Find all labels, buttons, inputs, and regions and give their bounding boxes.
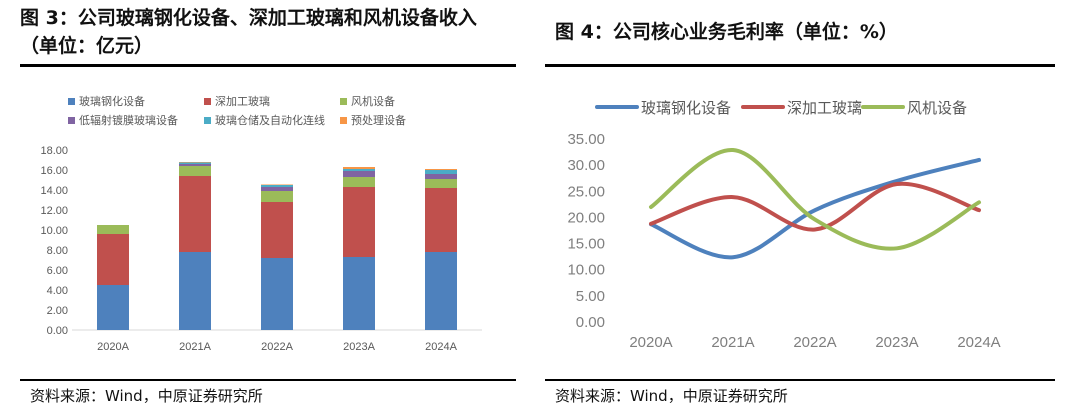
bottom-rule [545,379,1055,381]
x-tick-label: 2024A [957,334,1000,351]
margin-figure-title: 图 4：公司核心业务毛利率（单位：%） [555,21,898,43]
series-line [649,157,981,260]
bar-segment [343,187,375,257]
x-tick-label: 2022A [261,341,293,353]
legend-swatch [340,98,347,105]
y-tick-label: 0.00 [47,325,68,337]
x-tick-label: 2021A [711,334,754,351]
legend-label: 风机设备 [351,94,395,108]
bar-segment [343,177,375,187]
y-tick-label: 4.00 [47,285,68,297]
legend-swatch [68,98,75,105]
legend-label: 玻璃钢化设备 [79,94,145,108]
legend-label: 风机设备 [907,99,967,117]
bar-segment [97,285,129,330]
y-tick-label: 15.00 [567,236,605,253]
legend-label: 预处理设备 [351,113,406,127]
y-tick-label: 2.00 [47,305,68,317]
bar-segment [179,166,211,176]
y-tick-label: 14.00 [40,185,68,197]
y-tick-label: 18.00 [40,145,68,157]
bar-segment [97,225,129,234]
y-tick-label: 5.00 [576,288,605,305]
x-tick-label: 2024A [425,341,457,353]
bar-segment [261,258,293,330]
revenue-figure-title: 图 3：公司玻璃钢化设备、深加工玻璃和风机设备收入 （单位：亿元） [20,4,515,60]
legend-label: 深加工玻璃 [215,94,270,108]
x-tick-label: 2021A [179,341,211,353]
bar-segment [261,202,293,258]
x-tick-label: 2023A [875,334,918,351]
x-tick-label: 2023A [343,341,375,353]
legend-label: 玻璃钢化设备 [641,99,731,117]
y-tick-label: 0.00 [576,314,605,331]
bar-segment [179,162,211,163]
bar-segment [425,169,457,170]
series-line [649,148,981,251]
bar-segment [343,257,375,330]
bar-segment [425,179,457,188]
legend-label: 低辐射镀膜玻璃设备 [79,113,178,127]
bar-segment [425,188,457,252]
bar-segment [261,185,293,187]
x-tick-label: 2020A [629,334,672,351]
y-tick-label: 25.00 [567,183,605,200]
y-tick-label: 8.00 [47,245,68,257]
legend-swatch [204,98,211,105]
y-tick-label: 35.00 [567,131,605,148]
bottom-rule [20,379,516,381]
y-tick-label: 12.00 [40,205,68,217]
y-tick-label: 20.00 [567,209,605,226]
y-tick-label: 16.00 [40,165,68,177]
revenue-source-note: 资料来源：Wind，中原证券研究所 [30,387,263,405]
bar-segment [179,252,211,330]
y-tick-label: 30.00 [567,157,605,174]
y-tick-label: 10.00 [40,225,68,237]
bar-segment [343,167,375,169]
revenue-figure-panel: 图 3：公司玻璃钢化设备、深加工玻璃和风机设备收入 （单位：亿元） 玻璃钢化设备… [0,0,520,412]
series-line [649,181,981,232]
bar-segment [425,174,457,179]
margin-figure-panel: 图 4：公司核心业务毛利率（单位：%） 玻璃钢化设备 深加工玻璃 风机设备 0.00 5… [545,0,1079,412]
legend-swatch [68,117,75,124]
legend-label: 深加工玻璃 [787,99,862,117]
bar-segment [343,171,375,177]
y-tick-label: 10.00 [567,262,605,279]
bar-segment [179,164,211,166]
bar-segment [97,234,129,285]
revenue-figure-title-line2: （单位：亿元） [20,35,154,57]
x-tick-label: 2020A [97,341,129,353]
bar-segment [179,176,211,252]
bar-segment [343,169,375,171]
bar-segment [261,187,293,191]
legend-swatch [340,117,347,124]
top-rule [545,64,1055,67]
bar-segment [261,184,293,185]
x-tick-label: 2022A [793,334,836,351]
legend-swatch [204,117,211,124]
legend-label: 玻璃仓储及自动化连线 [215,113,325,127]
gross-margin-line-chart: 玻璃钢化设备 深加工玻璃 风机设备 0.00 5.00 10.00 15.00 20.00 25… [567,99,1000,351]
top-rule [20,64,516,67]
bar-segment [425,170,457,174]
bar-segment [261,191,293,202]
margin-source-note: 资料来源：Wind，中原证券研究所 [555,387,788,405]
revenue-figure-title-line1: 图 3：公司玻璃钢化设备、深加工玻璃和风机设备收入 [20,7,477,29]
bar-segment [425,252,457,330]
y-tick-label: 6.00 [47,265,68,277]
bar-segment [179,162,211,164]
